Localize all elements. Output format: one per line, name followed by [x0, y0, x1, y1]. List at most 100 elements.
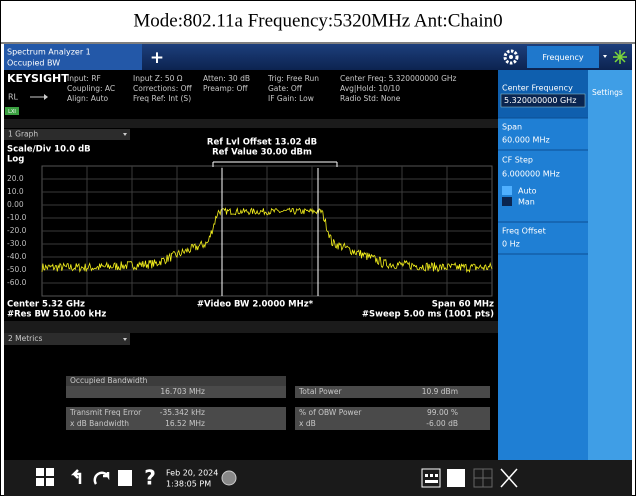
obw-label: Occupied Bandwidth [70, 376, 148, 385]
total-power-value: 10.9 dBm [422, 387, 458, 396]
tab-name: Spectrum Analyzer 1 [7, 48, 91, 57]
y-axis-label: 20.0 [7, 174, 24, 183]
log-label: Log [7, 155, 24, 165]
freq-offset-label: Freq Offset [502, 227, 546, 236]
graph-menu-label: 1 Graph [8, 130, 38, 139]
help-icon[interactable]: ? [144, 466, 156, 490]
screen-icon[interactable] [447, 469, 465, 487]
date: Feb 20, 2024 [166, 469, 218, 478]
status-text: Atten: 30 dB [203, 74, 250, 83]
scale-label: Scale/Div 10.0 dB [7, 145, 91, 155]
metric-text: 99.00 % [427, 408, 458, 417]
metrics-box [66, 407, 286, 430]
graph-menu[interactable] [4, 129, 130, 140]
metric-text: -6.00 dB [426, 419, 458, 428]
status-text: Trig: Free Run [267, 74, 319, 83]
window-icon[interactable] [118, 470, 132, 486]
brand: KEYSIGHT [7, 72, 69, 85]
status-icon [613, 50, 627, 64]
center-freq-label: Center Frequency [502, 84, 573, 93]
y-axis-label: -10.0 [7, 213, 27, 222]
span-item-value: 60.000 MHz [502, 136, 550, 145]
cf-step-value: 6.000000 MHz [502, 170, 560, 179]
metric-text: 16.52 MHz [165, 419, 205, 428]
status-text: Align: Auto [67, 94, 109, 103]
status-text: Radio Std: None [340, 94, 401, 103]
metric-text: -35.342 kHz [160, 408, 205, 417]
y-axis-label: -60.0 [7, 278, 27, 287]
status-text: Input: RF [67, 74, 101, 83]
add-tab[interactable]: + [150, 48, 164, 68]
gear-icon[interactable] [503, 49, 519, 65]
freq-offset-value: 0 Hz [502, 240, 520, 249]
center-freq-value: 5.320000000 GHz [504, 96, 576, 105]
span-label: Span 60 MHz [432, 300, 494, 310]
y-axis-label: -40.0 [7, 252, 27, 261]
spectrum-trace [41, 207, 493, 273]
input-arrow [30, 94, 48, 100]
settings-label: Settings [592, 88, 623, 97]
dropdown-arrow [123, 338, 127, 341]
total-power-label: Total Power [298, 387, 342, 396]
span-item-label: Span [502, 123, 522, 132]
grid-icon[interactable] [473, 468, 493, 488]
status-text: Input Z: 50 Ω [133, 74, 183, 83]
y-axis-label: -30.0 [7, 239, 27, 248]
lxi-badge [5, 107, 19, 115]
side-panel [498, 70, 588, 460]
settings-tab[interactable] [588, 70, 632, 460]
frequency-button[interactable] [527, 46, 599, 68]
redo-icon[interactable] [93, 471, 110, 485]
y-axis-label: 0.00 [7, 200, 24, 209]
separator [4, 119, 498, 128]
cf-step-label: CF Step [502, 156, 533, 165]
status-text: Preamp: Off [203, 84, 248, 93]
metrics-menu[interactable] [4, 333, 130, 345]
ref-offset: Ref Lvl Offset 13.02 dB [207, 138, 317, 148]
auto-radio[interactable] [502, 186, 512, 195]
center-label: Center 5.32 GHz [7, 300, 85, 310]
status-text: Freq Ref: Int (S) [133, 94, 191, 103]
lxi-label: LXI [8, 109, 16, 115]
status-text: Gate: Off [268, 84, 303, 93]
center-freq-input[interactable] [500, 93, 586, 108]
man-label: Man [518, 198, 535, 207]
separator [4, 321, 498, 333]
metrics-box [295, 407, 490, 430]
status-text: Avg|Hold: 10/10 [340, 84, 400, 93]
clock-icon[interactable] [221, 470, 237, 486]
y-axis-label: -20.0 [7, 226, 27, 235]
status-text: Corrections: Off [133, 84, 193, 93]
fullscreen-icon[interactable] [500, 468, 518, 488]
y-axis-label: -50.0 [7, 265, 27, 274]
tab-mode: Occupied BW [7, 59, 60, 68]
ref-value: Ref Value 30.00 dBm [212, 148, 312, 158]
dropdown-arrow [123, 133, 127, 136]
auto-label: Auto [518, 187, 537, 196]
status-text: Coupling: AC [67, 84, 115, 93]
dropdown-arrow[interactable] [603, 55, 607, 58]
man-radio[interactable] [502, 197, 512, 206]
status-text: Center Freq: 5.320000000 GHz [340, 74, 457, 83]
taskbar [4, 460, 632, 496]
tab[interactable] [4, 44, 142, 70]
metric-text: Transmit Freq Error [69, 408, 142, 417]
sweep-label: #Sweep 5.00 ms (1001 pts) [362, 310, 494, 320]
video-bw-label: #Video BW 2.0000 MHz* [197, 300, 314, 310]
y-axis-label: 10.0 [7, 187, 24, 196]
keyboard-icon[interactable] [421, 468, 441, 488]
metric-text: x dB Bandwidth [70, 419, 129, 428]
metric-text: x dB [299, 419, 316, 428]
res-bw-label: #Res BW 510.00 kHz [7, 310, 106, 320]
obw-value-box [66, 386, 286, 398]
status-text: IF Gain: Low [268, 94, 314, 103]
metric-text: % of OBW Power [299, 408, 362, 417]
metrics-menu-label: 2 Metrics [8, 334, 42, 343]
rl-label: RL [8, 93, 19, 102]
header-title: Mode:802.11a Frequency:5320MHz Ant:Chain… [133, 10, 502, 31]
undo-icon[interactable] [70, 469, 82, 484]
frequency-label: Frequency [542, 53, 584, 62]
time: 1:38:05 PM [166, 480, 211, 489]
start-icon[interactable] [36, 468, 54, 486]
